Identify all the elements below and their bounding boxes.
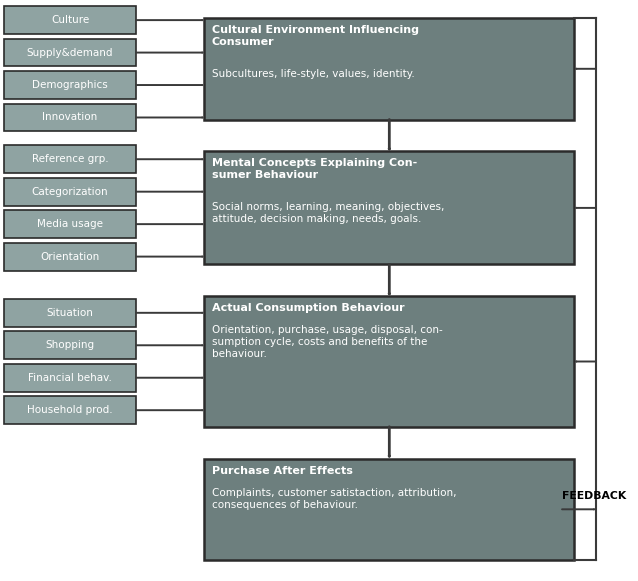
Text: Reference grp.: Reference grp.	[32, 154, 108, 164]
Text: Complaints, customer satistaction, attribution,
consequences of behaviour.: Complaints, customer satistaction, attri…	[212, 487, 456, 510]
Text: Situation: Situation	[47, 308, 94, 318]
Text: Household prod.: Household prod.	[27, 405, 113, 415]
Bar	[4, 210, 137, 238]
Bar	[204, 18, 574, 120]
Bar	[4, 396, 137, 424]
Text: Supply&demand: Supply&demand	[27, 48, 114, 58]
Text: Innovation: Innovation	[43, 113, 98, 123]
Text: Categorization: Categorization	[32, 187, 108, 197]
Text: Financial behav.: Financial behav.	[28, 373, 112, 383]
Text: Shopping: Shopping	[45, 340, 94, 350]
Bar	[4, 145, 137, 173]
Text: Subcultures, life-style, values, identity.: Subcultures, life-style, values, identit…	[212, 69, 415, 79]
Text: Purchase After Effects: Purchase After Effects	[212, 465, 353, 475]
Bar	[4, 331, 137, 359]
Bar	[4, 364, 137, 392]
Bar	[4, 6, 137, 34]
Text: Demographics: Demographics	[32, 80, 108, 90]
Text: Cultural Environment Influencing
Consumer: Cultural Environment Influencing Consume…	[212, 25, 419, 47]
Text: Media usage: Media usage	[37, 219, 103, 229]
Text: Culture: Culture	[51, 15, 89, 25]
Bar	[4, 103, 137, 131]
Bar	[4, 299, 137, 327]
Bar	[204, 152, 574, 264]
Bar	[4, 39, 137, 66]
Text: Orientation, purchase, usage, disposal, con-
sumption cycle, costs and benefits : Orientation, purchase, usage, disposal, …	[212, 325, 442, 359]
Bar	[4, 178, 137, 206]
Bar	[4, 71, 137, 99]
Text: FEEDBACK: FEEDBACK	[562, 490, 627, 501]
Text: Actual Consumption Behaviour: Actual Consumption Behaviour	[212, 303, 404, 313]
Bar	[4, 243, 137, 271]
Text: Orientation: Orientation	[40, 252, 100, 261]
Bar	[204, 458, 574, 560]
Text: Social norms, learning, meaning, objectives,
attitude, decision making, needs, g: Social norms, learning, meaning, objecti…	[212, 202, 444, 224]
Text: Mental Concepts Explaining Con-
sumer Behaviour: Mental Concepts Explaining Con- sumer Be…	[212, 159, 417, 180]
Bar	[204, 296, 574, 426]
